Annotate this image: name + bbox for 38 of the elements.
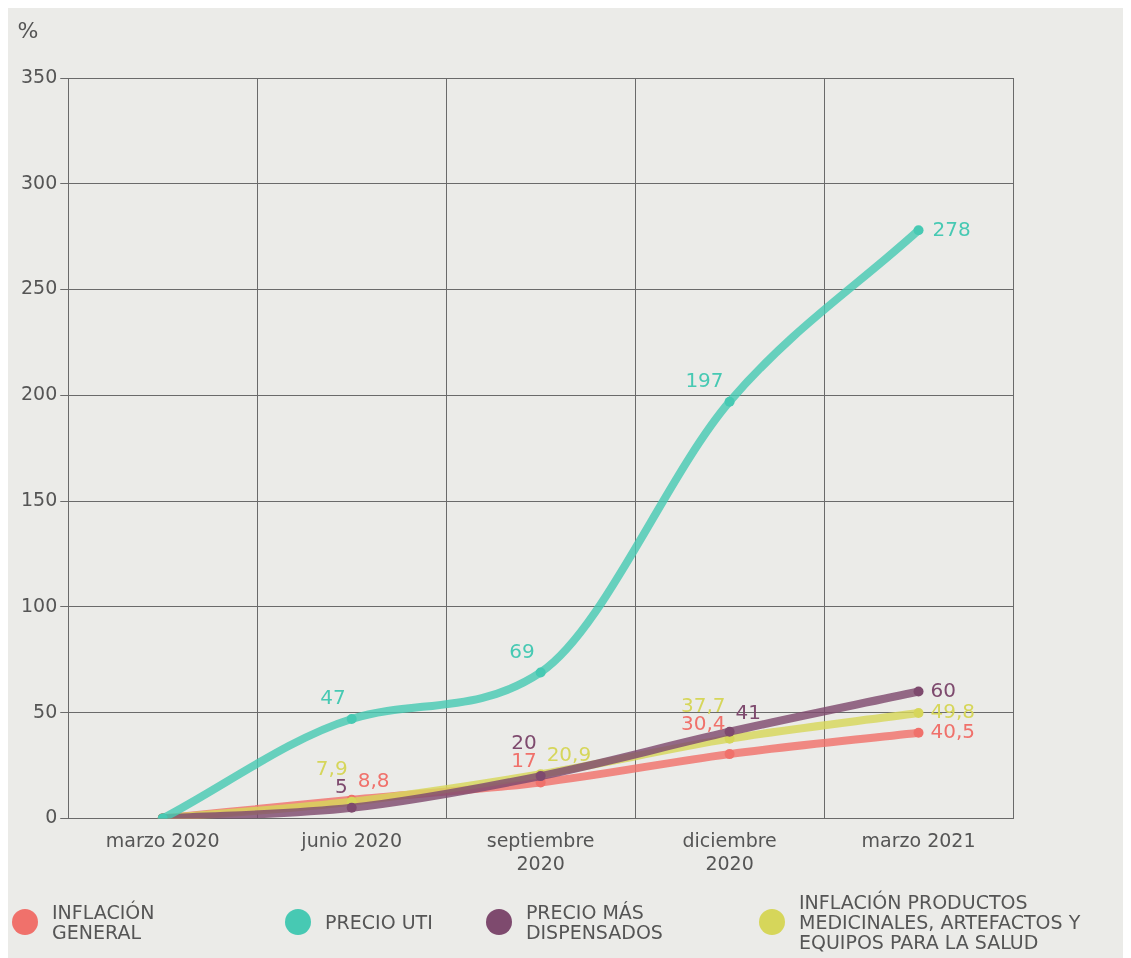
- data-label: 8,8: [357, 767, 390, 792]
- point: [913, 708, 924, 719]
- y-tick-label: 0: [45, 805, 58, 828]
- point: [913, 727, 924, 738]
- data-label: 17: [511, 748, 537, 773]
- data-label: 69: [509, 638, 535, 663]
- legend-label: INFLACIÓN PRODUCTOS MEDICINALES, ARTEFACTOS Y EQUIPOS PARA LA SALUD: [798, 891, 1082, 953]
- y-tick-label: 300: [21, 170, 58, 193]
- data-label: 197: [685, 367, 724, 392]
- y-tick-label: 100: [21, 593, 58, 616]
- data-label: 40,5: [930, 719, 976, 744]
- y-tick-label: 50: [33, 699, 58, 722]
- legend-label: PRECIO UTI: [325, 911, 433, 933]
- x-tick-label: marzo 2021: [861, 828, 976, 851]
- data-label: 20,9: [546, 742, 592, 767]
- point: [913, 686, 924, 697]
- point: [724, 396, 735, 407]
- point: [724, 749, 735, 760]
- y-axis-title: %: [17, 17, 39, 43]
- y-tick-label: 250: [21, 276, 58, 299]
- point: [724, 726, 735, 737]
- legend-label: INFLACIÓN GENERAL: [52, 901, 156, 943]
- point: [535, 667, 546, 678]
- data-label: 7,9: [315, 755, 348, 780]
- point: [346, 713, 357, 724]
- data-label: 278: [932, 216, 971, 241]
- x-tick-label: junio 2020: [300, 828, 403, 851]
- data-label: 60: [930, 677, 956, 702]
- x-tick-label: diciembre 2020: [682, 828, 777, 874]
- y-tick-label: 200: [21, 382, 58, 405]
- point: [346, 802, 357, 813]
- x-tick-label: marzo 2020: [105, 828, 220, 851]
- x-tick-label: septiembre 2020: [486, 828, 595, 874]
- data-label: 47: [320, 685, 346, 710]
- y-tick-label: 350: [21, 64, 58, 87]
- point: [913, 225, 924, 236]
- y-tick-label: 150: [21, 488, 58, 511]
- legend-label: PRECIO MÁS DISPENSADOS: [525, 901, 664, 943]
